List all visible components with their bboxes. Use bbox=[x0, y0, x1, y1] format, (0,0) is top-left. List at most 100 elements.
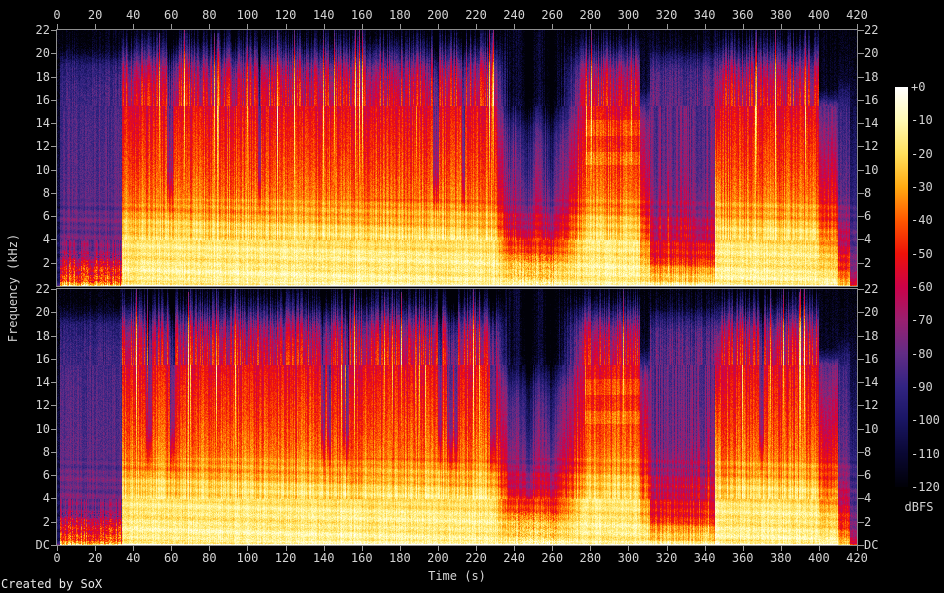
time-tick-label-top: 80 bbox=[202, 8, 217, 22]
time-tick-label-top: 360 bbox=[731, 8, 754, 22]
freq-tick-label-left: 2 bbox=[42, 515, 50, 529]
time-tick-label-bottom: 200 bbox=[427, 551, 449, 565]
colorbar-tick-label: -100 bbox=[911, 413, 940, 428]
time-tick-label-bottom: 20 bbox=[87, 551, 103, 565]
time-tick-top bbox=[361, 24, 363, 29]
freq-tick-label-right: 8 bbox=[864, 445, 872, 459]
freq-tick-label-right: 12 bbox=[864, 139, 879, 153]
freq-tick-label-left: 22 bbox=[35, 282, 50, 296]
freq-tick-label-left: 10 bbox=[35, 422, 50, 436]
colorbar-tick-label: -90 bbox=[911, 380, 933, 394]
time-tick-top bbox=[514, 24, 516, 29]
time-tick-bottom bbox=[437, 546, 439, 551]
freq-tick-label-right: 10 bbox=[864, 163, 879, 177]
freq-tick-label-right: 8 bbox=[864, 186, 872, 200]
time-tick-label-top: 160 bbox=[350, 8, 373, 22]
freq-tick-left bbox=[51, 359, 57, 360]
time-tick-bottom bbox=[590, 546, 592, 551]
colorbar-tick-label: -50 bbox=[911, 246, 933, 261]
freq-tick-label-right: 4 bbox=[864, 232, 872, 246]
colorbar-tick-label: -60 bbox=[911, 280, 933, 294]
time-tick-label-bottom: 140 bbox=[312, 551, 335, 565]
time-tick-top bbox=[628, 24, 630, 29]
colorbar-tick-label: -80 bbox=[911, 346, 933, 361]
freq-tick-label-right: 18 bbox=[864, 329, 879, 343]
freq-tick-left-dc bbox=[51, 545, 57, 546]
time-tick-bottom bbox=[666, 546, 668, 551]
freq-tick-label-right: 4 bbox=[864, 491, 872, 505]
colorbar-tick-label: -10 bbox=[911, 113, 933, 128]
credit-text: Created by SoX bbox=[1, 577, 103, 591]
freq-tick-left bbox=[51, 522, 57, 523]
time-tick-bottom bbox=[818, 546, 820, 551]
time-tick-bottom bbox=[628, 546, 630, 551]
freq-tick-left bbox=[51, 146, 57, 147]
time-tick-bottom bbox=[399, 546, 401, 551]
freq-tick-left bbox=[51, 452, 57, 453]
freq-tick-left bbox=[51, 123, 57, 124]
time-tick-label-bottom: 40 bbox=[125, 551, 141, 565]
freq-tick-left bbox=[51, 216, 57, 217]
freq-tick-left bbox=[51, 30, 57, 31]
colorbar-tick-label: -110 bbox=[911, 446, 940, 461]
spectrogram-channel-1 bbox=[56, 29, 858, 287]
time-tick-label-bottom: 60 bbox=[164, 551, 179, 565]
freq-tick-left bbox=[51, 77, 57, 78]
time-tick-top bbox=[285, 24, 287, 29]
freq-tick-label-right: 22 bbox=[864, 23, 879, 37]
freq-tick-label-left: 18 bbox=[35, 70, 50, 84]
time-tick-top bbox=[133, 24, 135, 29]
time-tick-bottom bbox=[323, 546, 325, 551]
time-tick-bottom bbox=[171, 546, 173, 551]
freq-tick-label-left: 4 bbox=[42, 232, 50, 246]
time-tick-bottom bbox=[285, 546, 287, 551]
freq-tick-left bbox=[51, 100, 57, 101]
freq-tick-label-right: 10 bbox=[864, 422, 879, 436]
freq-tick-label-right: 16 bbox=[864, 352, 879, 366]
time-tick-label-bottom: 220 bbox=[465, 551, 487, 565]
time-tick-top bbox=[399, 24, 401, 29]
freq-tick-label-right: 18 bbox=[864, 70, 879, 84]
time-tick-top bbox=[476, 24, 478, 29]
freq-tick-right bbox=[858, 452, 864, 453]
freq-tick-left bbox=[51, 193, 57, 194]
time-tick-top bbox=[666, 24, 668, 29]
time-tick-label-top: 300 bbox=[617, 8, 640, 22]
freq-tick-right bbox=[858, 100, 864, 101]
freq-tick-label-left: 6 bbox=[42, 209, 50, 223]
time-tick-bottom bbox=[514, 546, 516, 551]
freq-tick-label-left: 14 bbox=[35, 375, 50, 389]
time-tick-label-bottom: 80 bbox=[202, 551, 217, 565]
freq-tick-right bbox=[858, 359, 864, 360]
time-tick-top bbox=[437, 24, 439, 29]
freq-tick-right bbox=[858, 429, 864, 430]
time-tick-bottom bbox=[780, 546, 782, 551]
freq-tick-left bbox=[51, 382, 57, 383]
time-tick-bottom bbox=[57, 546, 58, 551]
freq-tick-label-right: 14 bbox=[864, 375, 879, 389]
spectrogram-channel-2 bbox=[56, 288, 858, 546]
time-tick-label-top: 400 bbox=[808, 8, 830, 22]
freq-tick-label-left: 8 bbox=[42, 186, 50, 200]
freq-tick-right bbox=[858, 263, 864, 264]
freq-tick-left bbox=[51, 498, 57, 499]
time-tick-label-bottom: 120 bbox=[274, 551, 297, 565]
freq-tick-right bbox=[858, 53, 864, 54]
time-axis-title: Time (s) bbox=[428, 569, 486, 583]
freq-tick-label-left: 14 bbox=[35, 116, 50, 130]
time-tick-label-top: 340 bbox=[693, 8, 716, 22]
time-tick-label-top: 0 bbox=[53, 8, 61, 22]
time-tick-bottom bbox=[133, 546, 135, 551]
freq-tick-label-left: 16 bbox=[35, 93, 50, 107]
freq-tick-left bbox=[51, 170, 57, 171]
time-tick-label-bottom: 420 bbox=[846, 551, 868, 565]
colorbar-tick-label: -20 bbox=[911, 146, 933, 161]
time-tick-bottom bbox=[247, 546, 249, 551]
freq-tick-left bbox=[51, 239, 57, 240]
freq-tick-right bbox=[858, 289, 864, 290]
colorbar-tick-label: -40 bbox=[911, 213, 933, 228]
freq-tick-label-left-dc: DC bbox=[35, 538, 50, 552]
time-tick-top bbox=[780, 24, 782, 29]
time-tick-label-top: 100 bbox=[236, 8, 259, 22]
time-tick-top bbox=[95, 24, 97, 29]
